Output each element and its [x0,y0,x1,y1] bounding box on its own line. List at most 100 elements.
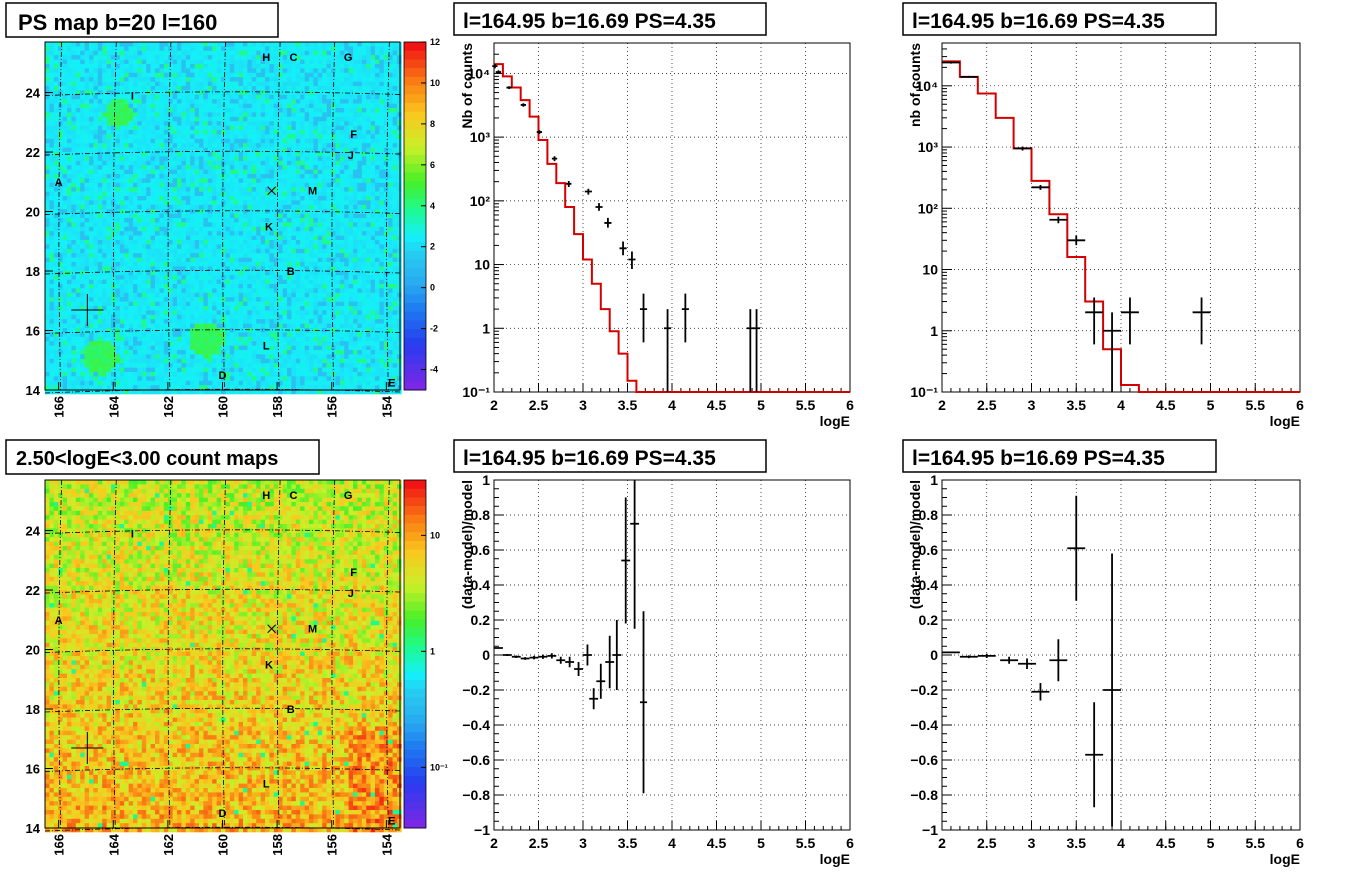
spectrum-2-title-box [902,2,1217,36]
source-label: F [350,129,357,141]
x-tick-label: 160 [216,834,231,856]
data-point [1103,312,1121,392]
colorbar-segment [404,627,426,638]
source-label: E [388,816,395,828]
x-tick-label: 154 [379,833,394,855]
colorbar-segment [404,767,426,777]
colorbar-segment [404,584,426,594]
y-tick-label: 14 [26,821,41,836]
source-label: B [287,704,295,716]
graticule-line [58,41,63,391]
graticule-line [58,479,63,829]
x-tick-label: 2 [490,835,498,851]
x-marker [267,186,277,196]
data-point [752,309,761,392]
data-point [1049,639,1068,682]
y-tick-label: 0 [482,647,490,663]
y-tick-label: 0.2 [471,612,491,628]
x-tick-label: 162 [161,834,176,856]
colorbar-tick-label: 10 [430,530,440,540]
source-label: I [131,91,134,103]
y-tick-label: 0.6 [471,542,491,558]
x-marker [267,624,277,634]
residual-1-panel: l=164.95 b=16.69 PS=4.35 2 2.5 3 3.5 4 4.5 5 5.… [453,439,854,867]
source-label: M [308,624,317,636]
colorbar-segment [404,680,426,690]
data-point [1013,146,1032,151]
colorbar-tick-label: 12 [430,37,440,47]
x-tick-label: 4.5 [707,397,727,413]
y-tick-label: 10² [918,200,939,216]
colorbar-segment [404,523,426,533]
colorbar-segment [404,671,426,681]
x-tick-label: 164 [106,833,121,855]
colorbar-segment [404,276,426,287]
x-tick-label: 4 [668,397,676,413]
y-tick-label: 18 [26,702,40,717]
colorbar-tick-label: 10 [430,78,440,88]
data-point [1085,297,1104,345]
colorbar-segment [404,137,426,147]
colorbar-segment [404,549,426,559]
colorbar-segment [404,146,426,156]
y-tick-label: 0.4 [919,577,939,593]
data-point [942,651,960,654]
graticule-line [167,479,172,829]
colorbar-segment [404,85,426,95]
model-histogram [494,63,850,394]
colorbar-segment [404,303,426,313]
y-tick-label: −0.2 [910,682,938,698]
graticule-line [167,41,172,391]
y-axis-label: (data-model)/model [459,480,475,609]
source-label: L [263,340,270,352]
y-tick-label: −0.6 [462,752,490,768]
x-tick-label: 5.5 [1246,397,1266,413]
x-tick-label: 156 [325,834,340,856]
data-point [1067,495,1086,601]
x-tick-label: 4 [1117,835,1125,851]
data-point [551,156,558,162]
graticule-line [276,41,281,391]
colorbar-segment [404,558,426,568]
x-tick-label: 3.5 [1067,835,1087,851]
colorbar-segment [404,636,426,646]
x-tick-label: 3 [1028,835,1036,851]
ps-map-panel: PS map b=20 l=160 166 164 162 160 158 156 1541… [5,2,440,418]
data-point [1103,553,1121,827]
data-point [1031,683,1050,701]
count-map-plot-area: 166 164 162 160 158 156 154 14 16 18 20 22 24 H C G I FJ A… [26,479,448,856]
colorbar-segment [404,810,426,820]
graticule-line [331,479,336,829]
colorbar-segment [404,224,426,234]
colorbar-segment [404,311,426,321]
graticule-line [44,588,401,594]
x-tick-label: 6 [846,835,854,851]
colorbar-segment [404,593,426,603]
x-tick-label: 4.5 [1156,397,1176,413]
graticule-line [44,210,401,215]
colorbar-segment [404,172,426,182]
colorbar-segment [404,320,426,330]
graticule-line [44,329,401,334]
colorbar-segment [404,337,426,347]
x-tick-label: 160 [216,396,231,418]
data-point [520,657,530,660]
colorbar-segment [404,42,426,52]
data-point [495,70,502,74]
graticule-line [44,150,401,156]
y-tick-label: 22 [26,145,40,160]
x-tick-label: 3.5 [1067,397,1087,413]
graticule-line [222,479,226,829]
y-axis-label: nb of counts [907,43,923,127]
colorbar-segment [404,50,426,60]
count-map-panel: 2.50<logE<3.00 count maps 166 164 162 160 15… [5,439,448,856]
colorbar-segment [404,129,426,139]
x-tick-label: 5 [1207,397,1215,413]
colorbar-segment [404,706,426,716]
y-tick-label: −0.8 [462,787,490,803]
x-tick-label: 3 [579,835,587,851]
residual-1-title-box [453,439,767,473]
colorbar-segment [404,207,426,217]
colorbar-segment [404,94,426,104]
data-point [605,635,615,689]
